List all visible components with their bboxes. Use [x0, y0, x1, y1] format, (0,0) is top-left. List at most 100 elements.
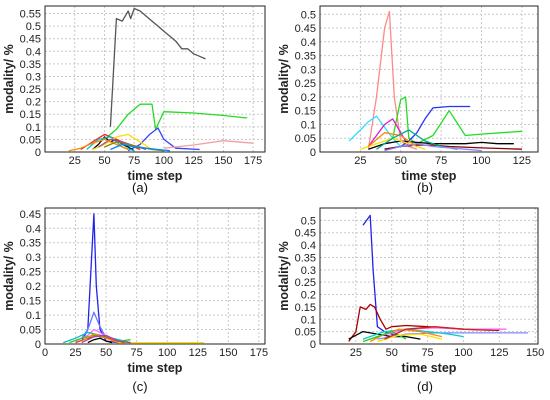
x-tick-label: 75 — [128, 155, 140, 167]
series-line — [384, 105, 471, 150]
y-tick-label: 0.35 — [20, 59, 41, 71]
y-tick-label: 0.2 — [26, 97, 41, 109]
series-line — [109, 7, 206, 127]
y-tick-label: 0.4 — [301, 37, 316, 49]
series-line — [384, 326, 493, 340]
chart-panel: 25 50 75 100 125 0 0.05 0.10.15 0.2 0.25 0.30.35 0.… — [277, 5, 539, 195]
y-tick-label: 0.3 — [301, 265, 316, 277]
y-tick-label: 0.4 — [301, 240, 316, 252]
series-line — [68, 138, 129, 152]
x-tick-label: 100 — [158, 347, 176, 359]
x-tick-label: 25 — [69, 155, 81, 167]
y-tick-label: 0.1 — [26, 310, 41, 322]
series-line — [87, 337, 113, 344]
y-tick-label: 0.25 — [20, 84, 41, 96]
y-tick-label: 0.05 — [20, 134, 41, 146]
x-tick-label: 75 — [421, 347, 433, 359]
y-axis-label: modality/ % — [2, 44, 16, 113]
y-tick-label: 0.35 — [295, 252, 316, 264]
x-tick-label: 50 — [98, 155, 110, 167]
series-line — [362, 328, 464, 340]
panel-caption: (a) — [132, 180, 148, 195]
x-tick-label: 125 — [513, 155, 531, 167]
series-line — [362, 214, 407, 338]
x-tick-label: 125 — [184, 155, 202, 167]
x-tick-label: 150 — [526, 347, 544, 359]
x-tick-label: 175 — [244, 155, 262, 167]
series-line — [392, 96, 522, 145]
x-tick-label: 100 — [472, 155, 490, 167]
y-tick-label: 0.2 — [26, 281, 41, 293]
x-tick-label: 75 — [131, 347, 143, 359]
y-tick-label: 0.4 — [26, 223, 41, 235]
y-tick-label: 0.35 — [295, 51, 316, 63]
y-tick-label: 0.3 — [26, 71, 41, 83]
x-tick-label: 75 — [435, 155, 447, 167]
chart-panel: 0 25 50 75 100 125 150 17500.050.10.150.20.250.… — [2, 207, 268, 394]
x-tick-label: 150 — [214, 155, 232, 167]
y-tick-label: 0.45 — [20, 209, 41, 221]
y-tick-label: 0.55 — [20, 9, 41, 21]
y-tick-label: 0.3 — [301, 64, 316, 76]
series-line — [367, 10, 418, 150]
series-line — [110, 143, 170, 152]
y-tick-label: 0.05 — [295, 133, 316, 145]
y-tick-label: 0.5 — [301, 215, 316, 227]
x-tick-label: 25 — [354, 155, 366, 167]
y-tick-label: 0.5 — [301, 9, 316, 21]
y-tick-label: 0.1 — [301, 119, 316, 131]
y-tick-label: 0.15 — [295, 302, 316, 314]
series-line — [377, 333, 443, 343]
series-line — [81, 311, 107, 339]
y-tick-label: 0.15 — [20, 109, 41, 121]
series-line — [127, 127, 200, 152]
y-tick-label: 0.2 — [301, 92, 316, 104]
y-axis-label: modality/ % — [277, 44, 291, 113]
y-tick-label: 0 — [35, 147, 41, 159]
plot-frame — [44, 207, 266, 345]
y-tick-label: 0.25 — [20, 267, 41, 279]
y-tick-label: 0.3 — [26, 252, 41, 264]
y-tick-label: 0.45 — [295, 228, 316, 240]
series-line — [367, 118, 410, 147]
x-tick-label: 125 — [490, 347, 508, 359]
y-tick-label: 0.25 — [295, 277, 316, 289]
y-tick-label: 0.5 — [26, 21, 41, 33]
chart-panel: 25 50 75 100 125 150 17500.050.10.150.20.250.3… — [2, 5, 266, 195]
x-tick-label: 100 — [155, 155, 173, 167]
y-tick-label: 0.45 — [295, 23, 316, 35]
x-tick-label: 25 — [350, 347, 362, 359]
series-line — [369, 328, 443, 343]
panel-caption: (b) — [417, 180, 433, 195]
chart-panel: 25 50 75 100 125 150 00.050.10.150.20.250.30.3… — [277, 207, 544, 394]
panel-caption: (d) — [417, 379, 433, 394]
plot-frame — [319, 5, 539, 153]
y-tick-label: 0.35 — [20, 238, 41, 250]
panel-caption: (c) — [132, 379, 147, 394]
y-tick-label: 0 — [310, 147, 316, 159]
y-axis-label: modality/ % — [277, 241, 291, 310]
y-tick-label: 0.4 — [26, 46, 41, 58]
series-line — [163, 140, 254, 149]
y-tick-label: 0.2 — [301, 290, 316, 302]
y-tick-label: 0 — [35, 339, 41, 351]
y-tick-label: 0 — [310, 339, 316, 351]
series-line — [384, 143, 482, 152]
x-tick-label: 175 — [250, 347, 268, 359]
x-tick-label: 150 — [219, 347, 237, 359]
x-axis-label: time step — [402, 169, 457, 183]
x-tick-label: 50 — [100, 347, 112, 359]
y-tick-label: 0.05 — [20, 325, 41, 337]
y-tick-label: 0.45 — [20, 34, 41, 46]
y-tick-label: 0.25 — [295, 78, 316, 90]
y-axis-label: modality/ % — [2, 241, 16, 310]
y-tick-label: 0.05 — [295, 327, 316, 339]
x-axis-label: time step — [402, 361, 457, 375]
plot-frame — [319, 207, 539, 345]
series-line — [368, 140, 514, 150]
x-axis-label: time step — [128, 169, 183, 183]
x-axis-label: time step — [128, 361, 183, 375]
series-line — [104, 103, 248, 140]
y-tick-label: 0.15 — [20, 296, 41, 308]
